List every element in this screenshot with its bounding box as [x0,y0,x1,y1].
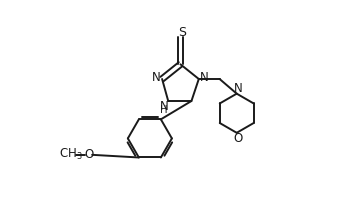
Text: N: N [200,70,209,83]
Text: N: N [152,70,161,83]
Text: N: N [159,100,168,113]
Text: S: S [178,26,186,39]
Text: O: O [84,148,93,161]
Text: N: N [234,82,242,95]
Text: H: H [160,105,168,115]
Text: CH$_3$: CH$_3$ [58,147,82,162]
Text: O: O [233,132,242,145]
